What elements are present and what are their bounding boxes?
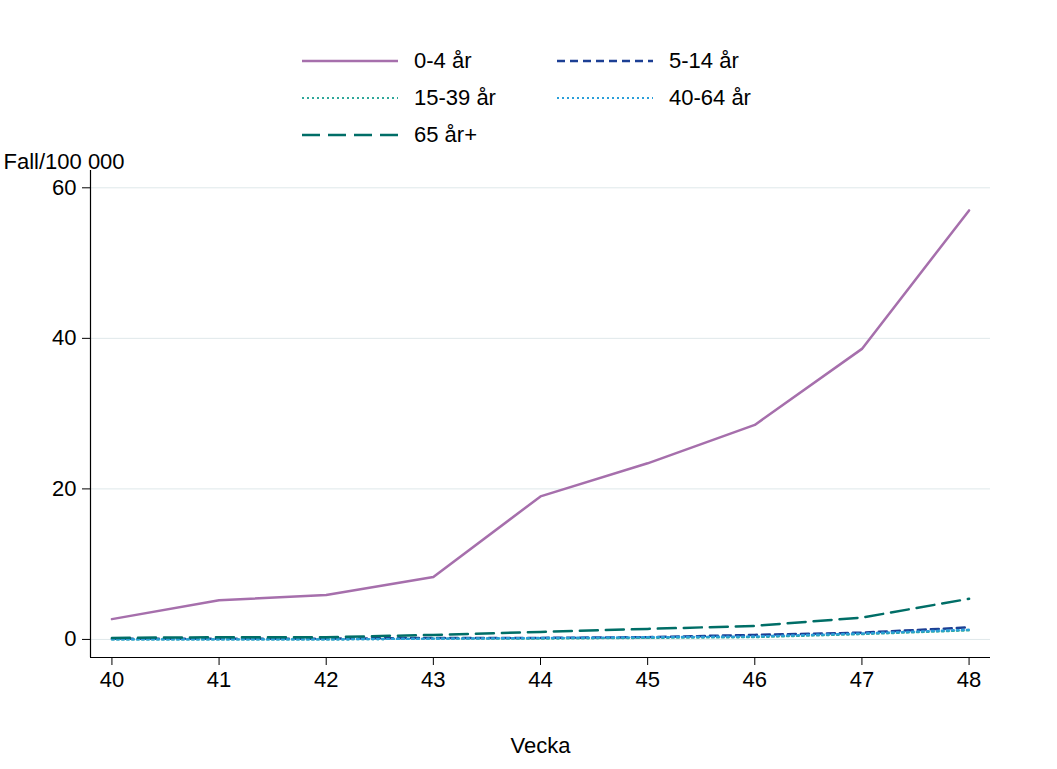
svg-text:44: 44 xyxy=(528,667,552,692)
svg-text:48: 48 xyxy=(957,667,981,692)
html-text:15-39 år: 15-39 år xyxy=(414,84,496,110)
svg-text:45: 45 xyxy=(635,667,659,692)
svg-text:40: 40 xyxy=(52,325,76,350)
svg-text:43: 43 xyxy=(421,667,445,692)
html-text:40-64 år: 40-64 år xyxy=(669,84,751,110)
svg-text:47: 47 xyxy=(850,667,874,692)
html-text:0-4 år: 0-4 år xyxy=(414,47,472,73)
svg-text:40: 40 xyxy=(100,667,124,692)
svg-text:20: 20 xyxy=(52,476,76,501)
svg-text:Vecka: Vecka xyxy=(511,733,572,758)
svg-text:0: 0 xyxy=(64,626,76,651)
svg-text:42: 42 xyxy=(314,667,338,692)
svg-text:46: 46 xyxy=(743,667,767,692)
html-text:5-14 år: 5-14 år xyxy=(669,47,739,73)
svg-text:60: 60 xyxy=(52,175,76,200)
html-text:65 år+: 65 år+ xyxy=(414,121,477,147)
svg-text:41: 41 xyxy=(207,667,231,692)
svg-text:Fall/100 000: Fall/100 000 xyxy=(4,150,125,174)
